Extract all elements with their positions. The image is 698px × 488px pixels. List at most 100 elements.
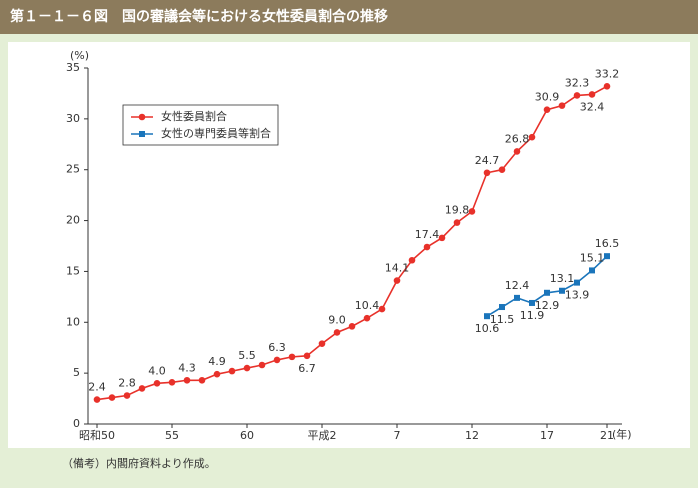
x-tick-label: 平成2 xyxy=(308,429,337,442)
value-label: 13.1 xyxy=(550,272,575,285)
marker xyxy=(589,267,595,274)
y-tick-label: 0 xyxy=(73,417,80,430)
value-label: 12.4 xyxy=(505,279,530,292)
value-label: 32.3 xyxy=(565,76,590,89)
marker xyxy=(228,367,236,375)
marker xyxy=(559,287,565,294)
marker xyxy=(603,83,611,90)
marker xyxy=(588,91,596,98)
marker xyxy=(514,294,520,301)
value-label: 24.7 xyxy=(475,154,500,167)
x-tick-label: 60 xyxy=(240,429,254,442)
marker xyxy=(558,102,566,109)
y-unit: (%) xyxy=(70,49,89,62)
x-tick-label: 12 xyxy=(465,429,479,442)
value-label: 10.4 xyxy=(355,299,380,312)
chart-title: 第１－１－６図 国の審議会等における女性委員割合の推移 xyxy=(0,0,698,34)
marker xyxy=(528,133,536,141)
x-tick-label: 17 xyxy=(540,429,554,442)
marker xyxy=(123,392,131,399)
marker xyxy=(498,166,506,174)
legend-marker xyxy=(138,113,146,121)
marker xyxy=(573,92,581,99)
value-label: 4.9 xyxy=(208,355,226,368)
marker xyxy=(544,289,550,296)
marker xyxy=(574,279,580,286)
marker xyxy=(93,396,101,403)
value-label: 5.5 xyxy=(238,349,256,362)
marker xyxy=(393,277,401,284)
marker xyxy=(198,376,206,384)
marker xyxy=(333,329,341,336)
value-label: 4.3 xyxy=(178,361,196,374)
value-label: 13.9 xyxy=(565,289,590,302)
marker xyxy=(303,352,311,360)
marker xyxy=(183,376,191,384)
legend-label: 女性の専門委員等割合 xyxy=(161,126,271,140)
marker xyxy=(288,353,296,361)
marker xyxy=(168,378,176,386)
value-label: 14.1 xyxy=(385,262,410,275)
x-tick-label: 昭和50 xyxy=(79,429,115,442)
value-label: 11.5 xyxy=(490,313,515,326)
x-tick-label: 55 xyxy=(165,429,179,442)
marker xyxy=(363,314,371,322)
marker xyxy=(484,313,490,320)
value-label: 32.4 xyxy=(580,100,605,113)
value-label: 10.6 xyxy=(475,322,500,335)
marker xyxy=(543,106,551,114)
y-tick-label: 15 xyxy=(66,264,80,277)
value-label: 4.0 xyxy=(148,364,166,377)
marker xyxy=(138,385,146,392)
marker xyxy=(243,364,251,372)
marker xyxy=(213,370,221,378)
value-label: 6.7 xyxy=(298,362,316,375)
value-label: 33.2 xyxy=(595,67,620,80)
marker xyxy=(468,208,476,215)
marker xyxy=(529,299,535,306)
value-label: 26.8 xyxy=(505,132,530,145)
marker xyxy=(273,356,281,364)
marker xyxy=(408,256,416,264)
value-label: 9.0 xyxy=(328,313,346,326)
x-tick-label: 7 xyxy=(394,429,401,442)
marker xyxy=(453,219,461,226)
y-tick-label: 10 xyxy=(66,315,80,328)
legend-label: 女性委員割合 xyxy=(161,109,227,123)
panel xyxy=(8,42,690,448)
legend-marker xyxy=(139,131,145,137)
marker xyxy=(153,380,161,387)
marker xyxy=(438,234,446,242)
note: （備考）内閣府資料より作成。 xyxy=(62,457,216,470)
y-tick-label: 20 xyxy=(66,214,80,227)
marker xyxy=(258,361,266,369)
y-tick-label: 30 xyxy=(66,112,80,125)
marker xyxy=(604,253,610,260)
y-tick-label: 5 xyxy=(73,366,80,379)
marker xyxy=(423,243,431,251)
y-tick-label: 25 xyxy=(66,163,80,176)
value-label: 15.1 xyxy=(580,251,605,264)
marker xyxy=(108,394,116,401)
y-tick-label: 35 xyxy=(66,61,80,74)
value-label: 11.9 xyxy=(520,309,545,322)
x-unit: (年) xyxy=(612,427,632,441)
value-label: 17.4 xyxy=(415,228,440,241)
x-tick-label: 21 xyxy=(600,429,614,442)
value-label: 2.4 xyxy=(88,381,106,394)
marker xyxy=(378,305,386,313)
marker xyxy=(318,340,326,347)
marker xyxy=(499,304,505,311)
marker xyxy=(348,323,356,330)
legend-box xyxy=(122,104,279,146)
marker xyxy=(483,169,491,177)
value-label: 19.8 xyxy=(445,204,470,217)
marker xyxy=(513,148,521,155)
value-label: 2.8 xyxy=(118,377,136,390)
value-label: 12.9 xyxy=(535,299,560,312)
value-label: 6.3 xyxy=(268,341,286,354)
value-label: 30.9 xyxy=(535,91,560,104)
value-label: 16.5 xyxy=(595,237,620,250)
